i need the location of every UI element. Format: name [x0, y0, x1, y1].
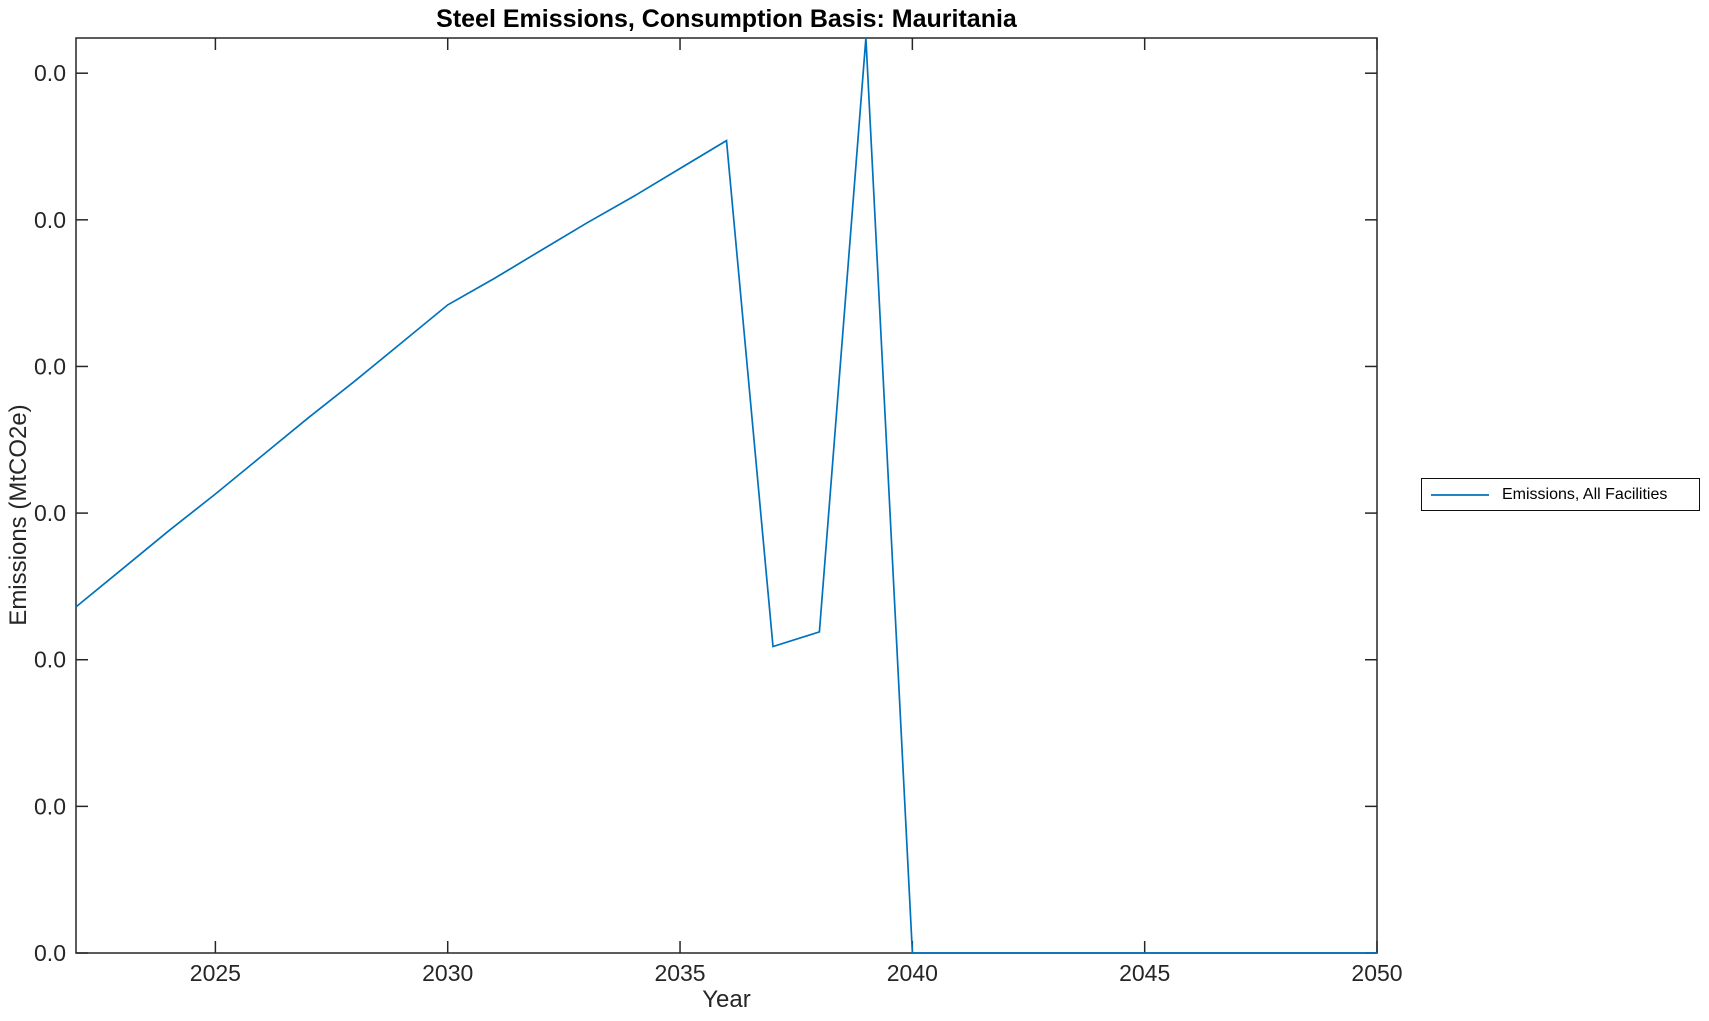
y-tick-label: 0.0: [34, 647, 66, 673]
legend-label: Emissions, All Facilities: [1502, 485, 1668, 503]
x-tick-label: 2030: [422, 960, 473, 986]
x-tick-label: 2025: [190, 960, 241, 986]
y-tick-label: 0.0: [34, 793, 66, 819]
legend-line-icon: [1431, 493, 1489, 496]
emissions-line: [75, 37, 1377, 954]
x-tick-label: 2050: [1351, 960, 1402, 986]
x-axis-label: Year: [702, 986, 751, 1013]
y-tick-label: 0.0: [34, 207, 66, 233]
x-tick-label: 2035: [654, 960, 705, 986]
y-tick-label: 0.0: [34, 60, 66, 86]
y-tick-label: 0.0: [34, 353, 66, 379]
chart-title: Steel Emissions, Consumption Basis: Maur…: [436, 5, 1017, 33]
legend: Emissions, All Facilities: [1421, 478, 1700, 511]
x-tick-label: 2045: [1119, 960, 1170, 986]
y-tick-label: 0.0: [34, 500, 66, 526]
axes-box: [75, 37, 1378, 954]
x-tick-label: 2040: [887, 960, 938, 986]
y-tick-label: 0.0: [34, 940, 66, 966]
